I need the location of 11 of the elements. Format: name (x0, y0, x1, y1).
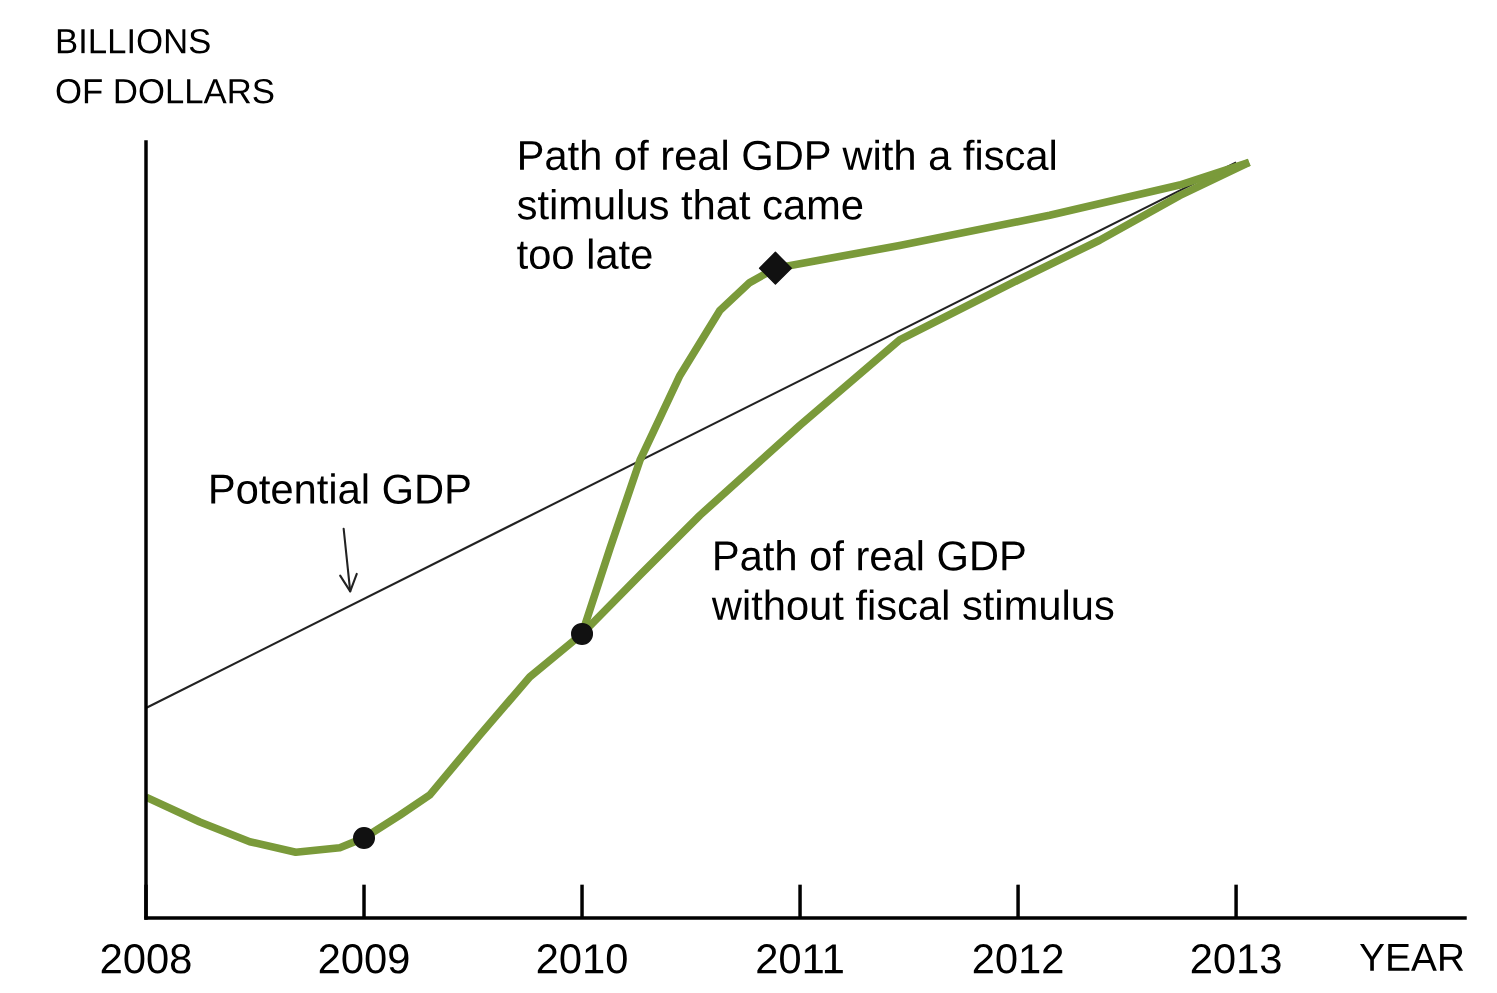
x-tick-label: 2009 (319, 944, 409, 974)
y-axis-title: BILLIONS OF DOLLARS (56, 28, 274, 104)
annotation: Potential GDP (211, 473, 470, 504)
x-axis-title: YEAR (1359, 943, 1464, 971)
x-tick-label: 2012 (973, 944, 1063, 974)
annotation: Path of real GDP with a fiscal stimulus that came too late (517, 139, 1056, 270)
x-tick-label: 2011 (757, 944, 843, 974)
x-tick-label: 2008 (101, 944, 191, 974)
annotation: Path of real GDP without fiscal stimulus (711, 540, 1114, 621)
x-tick-label: 2013 (1191, 944, 1281, 974)
x-tick-label: 2010 (537, 944, 627, 974)
